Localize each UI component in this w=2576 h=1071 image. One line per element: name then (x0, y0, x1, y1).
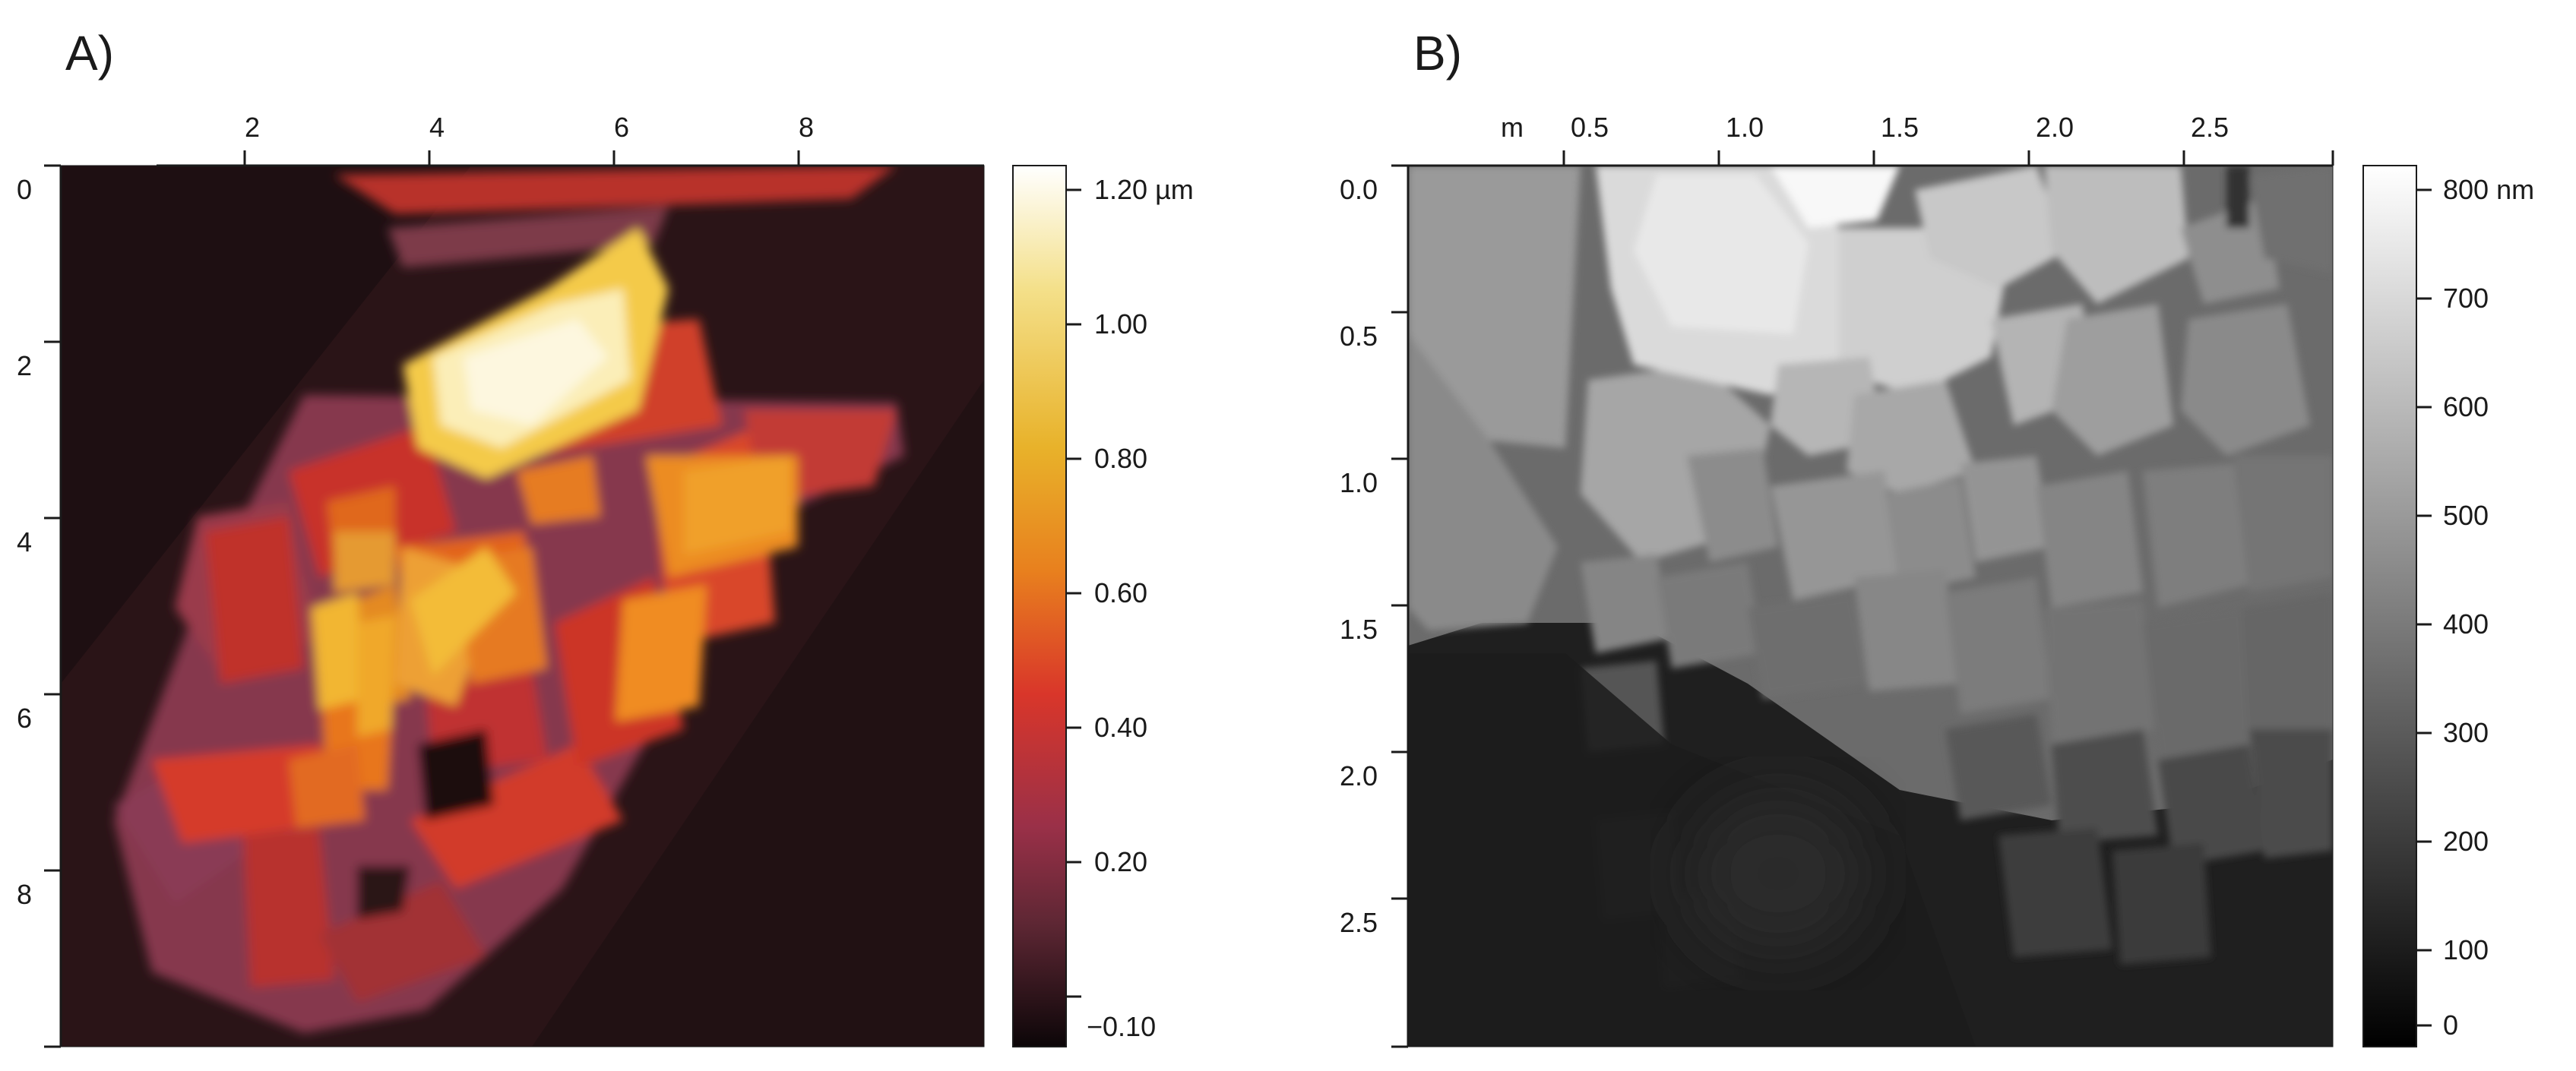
panel-b-y-tick: 0.5 (1340, 321, 1378, 352)
panel-b-colorbar-tick: 0 (2443, 1009, 2458, 1041)
panel-b-y-tick: 0.0 (1340, 174, 1378, 205)
panel-b-colorbar-tick: 200 (2443, 826, 2489, 857)
panel-b: B) (1340, 26, 2534, 1048)
panel-a-x-tick: 4 (429, 112, 445, 143)
panel-a-y-tick: 0 (17, 174, 32, 205)
panel-b-x-tick: 0.5 (1571, 112, 1609, 143)
panel-a-y-tick: 8 (17, 879, 32, 910)
panel-b-y-tick: 1.5 (1340, 614, 1378, 645)
panel-b-label: B) (1413, 26, 1462, 81)
panel-a-colorbar-tick: 1.00 (1094, 308, 1147, 340)
panel-b-colorbar-tick: 500 (2443, 500, 2489, 531)
panel-a-colorbar-tick: 0.60 (1094, 577, 1147, 608)
panel-a-y-tick: 6 (17, 703, 32, 734)
panel-a: A) (17, 26, 1194, 1048)
panel-b-colorbar-tick: 600 (2443, 391, 2489, 422)
panel-b-x-tick: 1.5 (1881, 112, 1919, 143)
panel-a-y-tick: 2 (17, 350, 32, 381)
panel-a-colorbar-tick: 0.80 (1094, 443, 1147, 474)
panel-b-x-tick: 1.0 (1726, 112, 1764, 143)
panel-a-image (61, 166, 984, 1047)
panel-b-x-tick: 2.5 (2191, 112, 2229, 143)
panel-a-x-tick: 8 (799, 112, 814, 143)
panel-b-y-tick: 2.0 (1340, 760, 1378, 791)
panel-b-x-unit: m (1501, 112, 1524, 143)
panel-a-label: A) (65, 26, 114, 81)
panel-b-colorbar-tick: 100 (2443, 934, 2489, 965)
panel-b-y-tick: 1.0 (1340, 467, 1378, 498)
panel-a-colorbar-tick: 0.20 (1094, 846, 1147, 877)
panel-a-axes (44, 150, 984, 1048)
panel-b-colorbar-tick: 700 (2443, 283, 2489, 314)
panel-b-colorbar-tick: 300 (2443, 717, 2489, 748)
panel-b-axes (1391, 150, 2334, 1048)
panel-b-y-tick: 2.5 (1340, 907, 1378, 938)
panel-a-x-tick: 6 (614, 112, 629, 143)
panel-a-colorbar-tick: −0.10 (1087, 1011, 1156, 1042)
panel-b-image (1408, 166, 2333, 1047)
panel-b-colorbar-tick: 400 (2443, 608, 2489, 640)
panel-a-y-tick: 4 (17, 526, 32, 558)
panel-a-x-tick: 2 (245, 112, 260, 143)
panel-a-colorbar-tick: 0.40 (1094, 712, 1147, 743)
panel-a-colorbar: 1.20 µm 1.00 0.80 0.60 0.40 0.20 −0.10 (1012, 165, 1194, 1047)
panel-b-colorbar-tick: 800 nm (2443, 174, 2534, 205)
panel-b-colorbar: 800 nm 700 600 500 400 300 200 100 0 (2362, 165, 2534, 1047)
panel-b-x-tick: 2.0 (2036, 112, 2074, 143)
panel-a-colorbar-tick: 1.20 µm (1094, 174, 1194, 205)
